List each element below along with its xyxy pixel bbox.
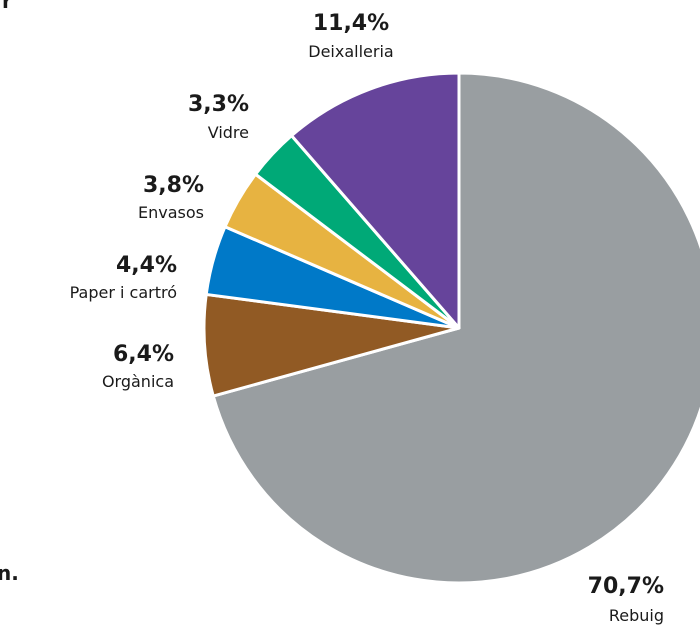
pie-slice-rebuig bbox=[211, 71, 700, 585]
slice-category-label: Deixalleria bbox=[308, 42, 393, 61]
edge-text-fragment-top: r bbox=[2, 0, 12, 13]
edge-text-fragment-bottom: n. bbox=[0, 561, 19, 585]
slice-value-label: 4,4% bbox=[116, 253, 177, 278]
slice-category-label: Vidre bbox=[208, 123, 249, 142]
slice-value-label: 70,7% bbox=[588, 574, 664, 599]
slice-value-label: 11,4% bbox=[313, 11, 389, 36]
slice-value-label: 3,8% bbox=[143, 173, 204, 198]
slice-category-label: Paper i cartró bbox=[70, 283, 177, 302]
slice-category-label: Orgànica bbox=[102, 372, 174, 391]
pie-slice-deixalleria bbox=[290, 71, 461, 330]
slice-category-label: Envasos bbox=[138, 203, 204, 222]
slice-value-label: 3,3% bbox=[188, 92, 249, 117]
pie-labels: 70,7% Rebuig 6,4% Orgànica 4,4% Paper i cartr… bbox=[70, 11, 664, 625]
pie-slices bbox=[202, 71, 700, 585]
slice-value-label: 6,4% bbox=[113, 342, 174, 367]
slice-category-label: Rebuig bbox=[609, 606, 664, 625]
